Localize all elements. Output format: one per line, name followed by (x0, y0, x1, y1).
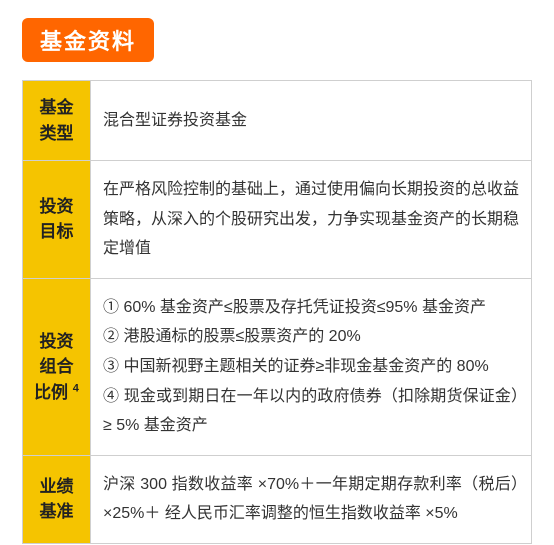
fund-info-tbody: 基金类型混合型证券投资基金投资目标在严格风险控制的基础上，通过使用偏向长期投资的… (23, 81, 532, 544)
row-content: 混合型证券投资基金 (91, 81, 532, 161)
table-row: 业绩基准沪深 300 指数收益率 ×70%＋一年期定期存款利率（税后）×25%＋… (23, 455, 532, 543)
table-row: 投资组合比例 4① 60% 基金资产≤股票及存托凭证投资≤95% 基金资产② 港… (23, 278, 532, 455)
row-label: 业绩基准 (23, 455, 91, 543)
row-label: 基金类型 (23, 81, 91, 161)
fund-info-table: 基金类型混合型证券投资基金投资目标在严格风险控制的基础上，通过使用偏向长期投资的… (22, 80, 532, 544)
row-label: 投资目标 (23, 161, 91, 279)
table-row: 基金类型混合型证券投资基金 (23, 81, 532, 161)
row-content: 在严格风险控制的基础上，通过使用偏向长期投资的总收益策略，从深入的个股研究出发，… (91, 161, 532, 279)
row-content: 沪深 300 指数收益率 ×70%＋一年期定期存款利率（税后）×25%＋ 经人民… (91, 455, 532, 543)
row-label: 投资组合比例 4 (23, 278, 91, 455)
row-content: ① 60% 基金资产≤股票及存托凭证投资≤95% 基金资产② 港股通标的股票≤股… (91, 278, 532, 455)
section-title: 基金资料 (22, 18, 154, 62)
table-row: 投资目标在严格风险控制的基础上，通过使用偏向长期投资的总收益策略，从深入的个股研… (23, 161, 532, 279)
